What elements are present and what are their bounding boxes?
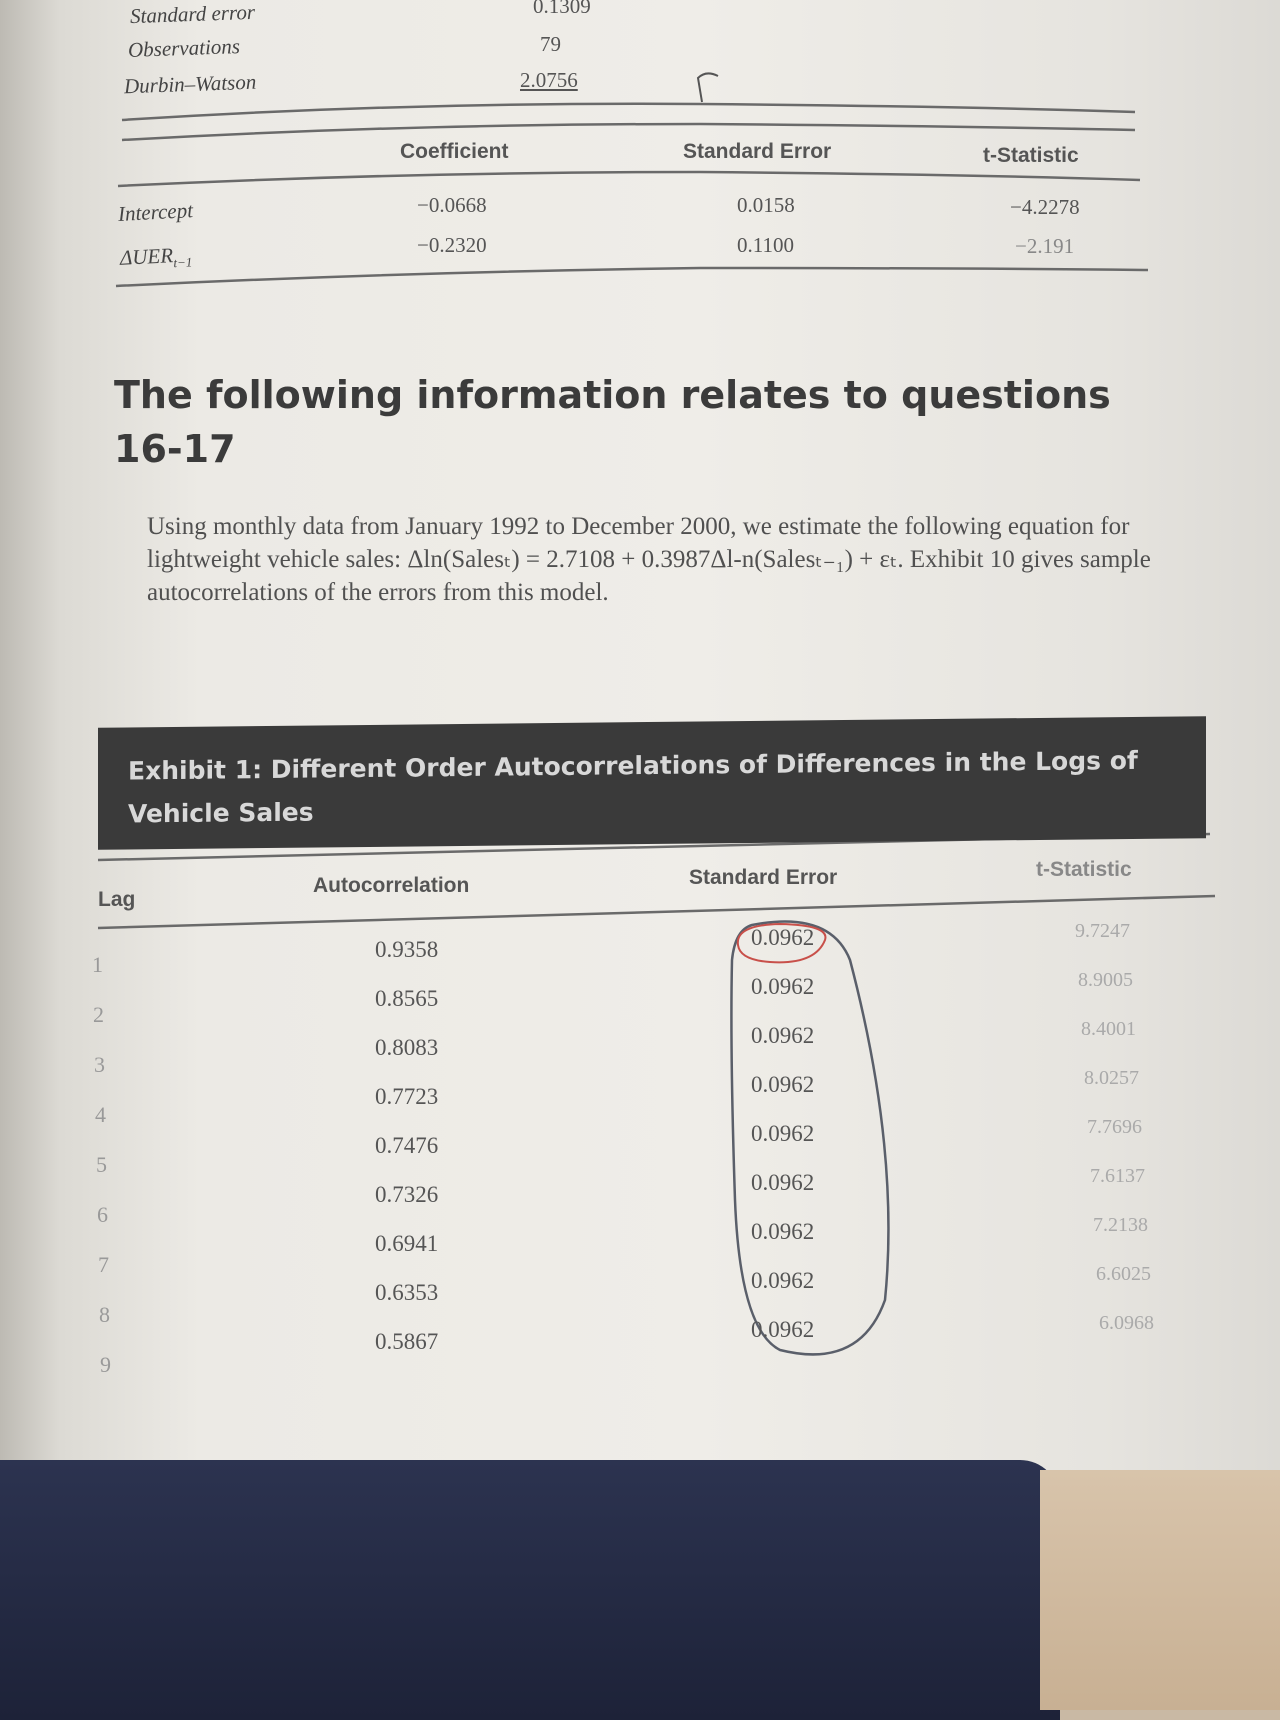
exhibit-header-autocorrelation: Autocorrelation	[313, 874, 470, 897]
exhibit-cell-lag: 4	[95, 1102, 106, 1127]
exhibit-cell-lag: 9	[100, 1352, 111, 1377]
exhibit-cell-autocorrelation: 0.8083	[375, 1035, 439, 1060]
section-heading: The following information relates to que…	[114, 373, 1111, 471]
exhibit-cell-autocorrelation: 0.7723	[375, 1084, 439, 1109]
delta-uer-std-error: 0.1100	[737, 233, 794, 257]
background-floor	[1040, 1470, 1280, 1710]
col-header-coefficient: Coefficient	[400, 140, 509, 163]
exhibit-cell-std-error: 0.0962	[751, 1072, 815, 1097]
exhibit-cell-autocorrelation: 0.9358	[375, 937, 439, 962]
exhibit-cell-autocorrelation: 0.7326	[375, 1182, 439, 1207]
delta-uer-coefficient: −0.2320	[417, 233, 487, 257]
exhibit-cell-std-error: 0.0962	[751, 1121, 815, 1146]
stat-value-durbin-watson: 2.0756	[520, 68, 578, 92]
row-label-intercept: Intercept	[117, 198, 194, 226]
table-top-rule-2	[121, 122, 1136, 142]
pen-check-mark	[696, 72, 719, 103]
exhibit-cell-t-stat: 6.0968	[1099, 1312, 1154, 1334]
exhibit-cell-autocorrelation: 0.5867	[375, 1329, 439, 1354]
exhibit-title-bar: Exhibit 1: Different Order Autocorrelati…	[98, 716, 1206, 850]
exhibit-title: Exhibit 1: Different Order Autocorrelati…	[128, 745, 1138, 829]
delta-uer-label: ΔUER	[119, 243, 174, 270]
exhibit-header-standard-error: Standard Error	[689, 866, 838, 889]
stat-value-observations: 79	[540, 32, 561, 56]
pen-annotations	[97, 72, 1216, 1356]
exhibit-cell-t-stat: 7.7696	[1087, 1116, 1142, 1138]
exhibit-cell-lag: 8	[99, 1302, 110, 1327]
exhibit-cell-autocorrelation: 0.6941	[375, 1231, 439, 1256]
exhibit-cell-lag: 6	[97, 1202, 108, 1227]
exhibit-cell-autocorrelation: 0.7476	[375, 1133, 439, 1158]
background-fabric	[0, 1460, 1060, 1720]
row-label-delta-uer: ΔUERt−1	[119, 242, 192, 274]
exhibit-cell-t-stat: 8.4001	[1081, 1018, 1136, 1040]
exhibit-cell-t-stat: 8.0257	[1084, 1067, 1139, 1089]
exhibit-cell-lag: 5	[96, 1152, 107, 1177]
exhibit-cell-std-error: 0.0962	[751, 925, 815, 950]
exhibit-cell-std-error: 0.0962	[751, 974, 815, 999]
exhibit-cell-std-error: 0.0962	[751, 1023, 815, 1048]
exhibit-cell-lag: 2	[93, 1002, 104, 1027]
exhibit-cell-lag: 1	[92, 952, 103, 977]
exhibit-header-rule	[97, 894, 1216, 930]
exhibit-cell-std-error: 0.0962	[751, 1268, 815, 1293]
exhibit-cell-t-stat: 7.6137	[1090, 1165, 1145, 1187]
question-paragraph: Using monthly data from January 1992 to …	[147, 513, 1151, 606]
exhibit-cell-t-stat: 8.9005	[1078, 969, 1133, 991]
exhibit-header-lag: Lag	[98, 888, 136, 911]
exhibit-header-t-statistic: t-Statistic	[1036, 858, 1132, 881]
stat-value-standard-error: 0.1309	[533, 0, 591, 18]
table-bottom-rule	[115, 266, 1149, 288]
delta-uer-t-stat: −2.191	[1015, 234, 1075, 258]
table-top-rule-1	[121, 102, 1136, 122]
intercept-t-stat: −4.2278	[1010, 195, 1080, 219]
exhibit-cell-t-stat: 9.7247	[1075, 920, 1130, 942]
intercept-std-error: 0.0158	[737, 193, 795, 217]
exhibit-cell-lag: 3	[94, 1052, 105, 1077]
intercept-coefficient: −0.0668	[417, 193, 487, 217]
exhibit-cell-autocorrelation: 0.8565	[375, 986, 439, 1011]
col-header-standard-error: Standard Error	[683, 140, 832, 163]
exhibit-cell-t-stat: 6.6025	[1096, 1263, 1151, 1285]
exhibit-cell-std-error: 0.0962	[751, 1219, 815, 1244]
circled-std-error-column	[730, 920, 890, 1356]
col-header-t-statistic: t-Statistic	[983, 144, 1079, 167]
table-header-rule	[117, 170, 1141, 188]
exhibit-cell-std-error: 0.0962	[751, 1317, 815, 1342]
exhibit-cell-autocorrelation: 0.6353	[375, 1280, 439, 1305]
exhibit-cell-lag: 7	[98, 1252, 109, 1277]
red-circle-first-value	[736, 922, 827, 964]
exhibit-cell-t-stat: 7.2138	[1093, 1214, 1148, 1236]
exhibit-cell-std-error: 0.0962	[751, 1170, 815, 1195]
delta-uer-subscript: t−1	[173, 254, 193, 271]
